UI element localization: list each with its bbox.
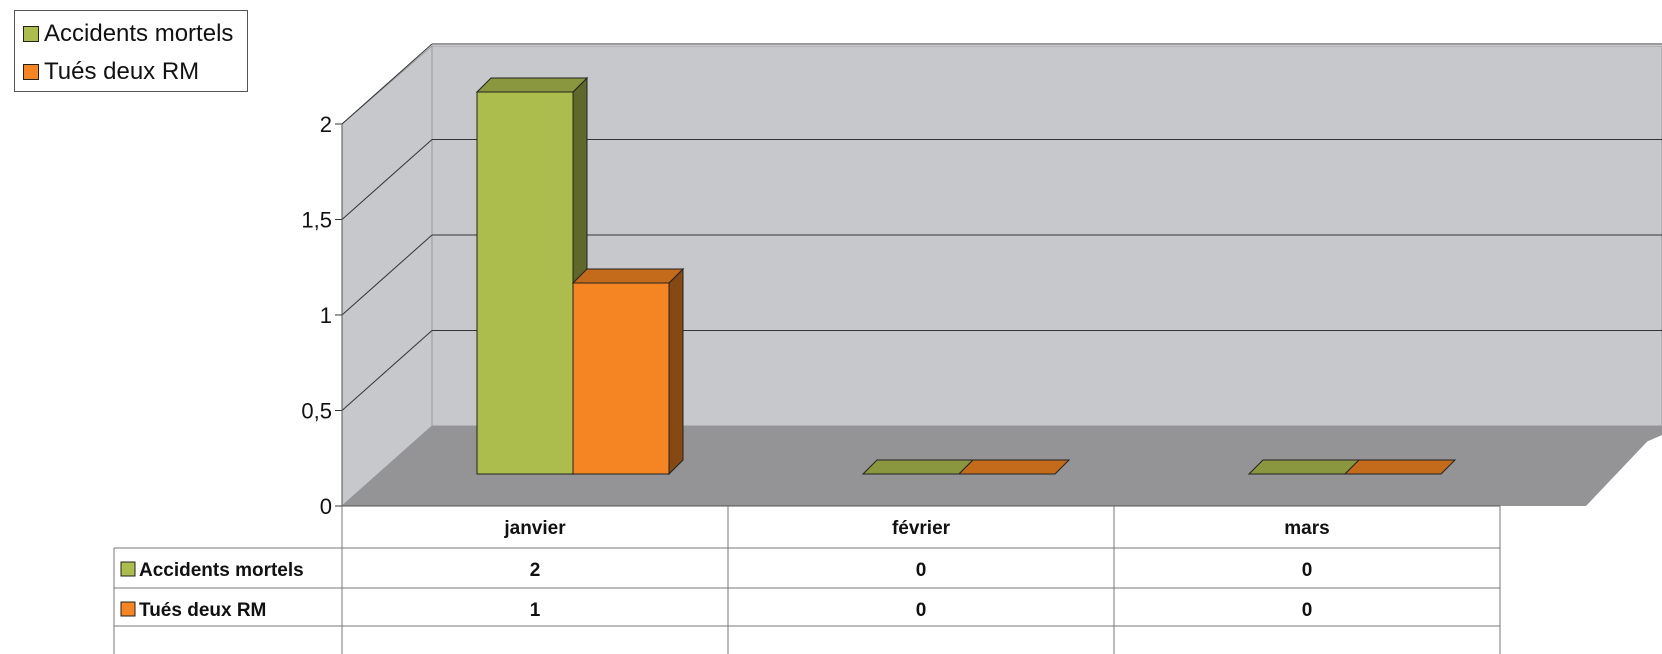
category-label: mars [1284,518,1329,539]
side-wall [341,44,433,508]
gridline-side [341,330,433,411]
bar-1-2 [1343,459,1457,475]
table-series-swatch [120,601,136,617]
legend-swatch-series-1 [23,26,39,42]
data-table: janvier février mars Accidents mortels 2 0 0 Tu… [113,506,1501,654]
legend-item-series-2: Tués deux RM [23,58,199,86]
category-label: février [892,518,951,539]
bar-front [476,91,574,475]
y-axis: 0 0,5 1 1,5 2 [301,112,1500,519]
y-tick-label: 0,5 [301,399,332,424]
bar-side [668,267,684,476]
legend-item-series-1: Accidents mortels [23,20,233,48]
table-value: 0 [1302,560,1313,581]
table-value: 0 [916,560,927,581]
category-label: janvier [503,518,566,539]
bar-1-0 [571,267,685,476]
bar-0-1 [861,459,975,475]
bar-0-0 [475,76,589,476]
y-tick-label: 0 [320,494,332,519]
table-series-swatch [120,561,136,577]
legend-label-series-1: Accidents mortels [44,20,234,47]
gridlines [341,43,1662,411]
bar-front [572,282,670,475]
bars [475,76,1457,476]
y-tick-label: 1 [320,303,332,328]
bar-top [1247,459,1361,475]
legend-swatch-series-2 [23,64,39,80]
gridline-side [341,234,433,316]
bar-top [957,459,1071,475]
table-value: 1 [530,600,541,621]
gridline-side [341,139,433,220]
table-value: 0 [1302,600,1313,621]
legend-label-series-2: Tués deux RM [44,58,200,85]
bar-top [861,459,975,475]
y-tick-label: 2 [320,112,332,137]
bar-1-1 [957,459,1071,475]
table-value: 0 [916,600,927,621]
gridline-side [341,43,433,125]
bar-0-2 [1247,459,1361,475]
legend: Accidents mortels Tués deux RM [14,10,248,92]
y-tick-label: 1,5 [301,208,332,233]
table-value: 2 [530,560,541,581]
bar-top [475,77,589,93]
table-series-name: Accidents mortels [139,560,304,581]
bar-top [571,268,685,284]
table-series-name: Tués deux RM [139,600,266,621]
bar-top [1343,459,1457,475]
